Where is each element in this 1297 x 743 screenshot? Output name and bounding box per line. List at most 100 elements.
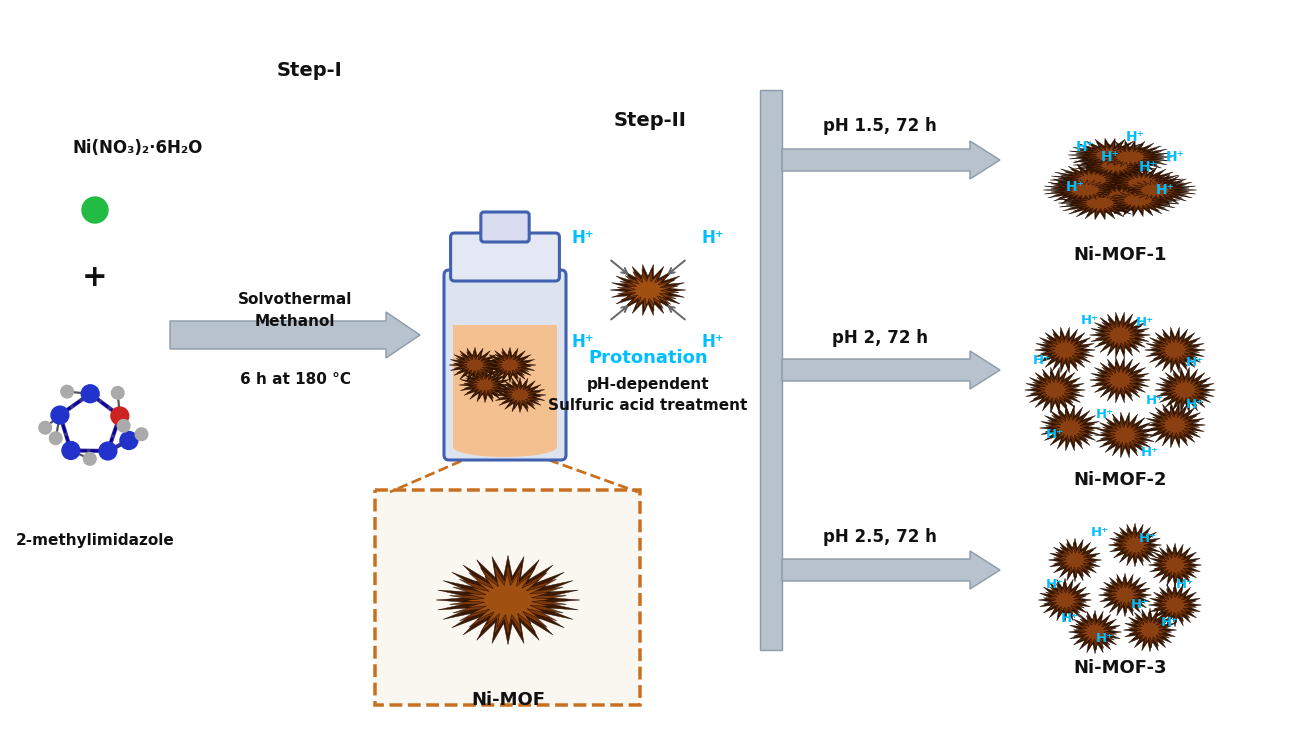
Polygon shape bbox=[499, 380, 541, 409]
Polygon shape bbox=[1112, 189, 1163, 210]
Polygon shape bbox=[1089, 312, 1150, 358]
Text: H⁺: H⁺ bbox=[1147, 394, 1165, 406]
Text: H⁺: H⁺ bbox=[1136, 316, 1154, 328]
Polygon shape bbox=[1156, 411, 1193, 439]
Polygon shape bbox=[1030, 372, 1079, 409]
Polygon shape bbox=[1099, 573, 1152, 617]
Text: H⁺: H⁺ bbox=[1080, 314, 1099, 326]
Polygon shape bbox=[1104, 577, 1147, 613]
Text: H⁺: H⁺ bbox=[1139, 531, 1157, 545]
Text: pH 2.5, 72 h: pH 2.5, 72 h bbox=[824, 528, 936, 546]
Polygon shape bbox=[1101, 366, 1139, 395]
Text: H⁺: H⁺ bbox=[1141, 446, 1160, 458]
Polygon shape bbox=[782, 351, 1000, 389]
Polygon shape bbox=[1080, 152, 1149, 178]
Polygon shape bbox=[454, 351, 497, 380]
Polygon shape bbox=[625, 274, 672, 306]
Polygon shape bbox=[1069, 610, 1122, 654]
Polygon shape bbox=[1100, 166, 1184, 200]
Text: H⁺: H⁺ bbox=[1126, 130, 1144, 144]
Text: Ni(NO₃)₂·6H₂O: Ni(NO₃)₂·6H₂O bbox=[73, 139, 202, 157]
Polygon shape bbox=[1108, 169, 1176, 197]
Text: +: + bbox=[82, 264, 108, 293]
Text: 6 h at 180 °C: 6 h at 180 °C bbox=[240, 372, 350, 388]
Polygon shape bbox=[1048, 538, 1101, 582]
Polygon shape bbox=[1067, 138, 1152, 172]
Text: H⁺: H⁺ bbox=[1066, 180, 1084, 194]
Text: H⁺: H⁺ bbox=[1185, 398, 1204, 412]
Polygon shape bbox=[1104, 186, 1172, 214]
Text: Ni-MOF-2: Ni-MOF-2 bbox=[1073, 471, 1167, 489]
Polygon shape bbox=[1078, 181, 1162, 214]
Text: H⁺: H⁺ bbox=[1166, 150, 1184, 164]
Polygon shape bbox=[1121, 176, 1189, 204]
Polygon shape bbox=[1154, 367, 1215, 413]
Circle shape bbox=[62, 441, 80, 459]
Polygon shape bbox=[484, 347, 536, 383]
Polygon shape bbox=[1158, 551, 1192, 578]
Polygon shape bbox=[1158, 591, 1192, 618]
Polygon shape bbox=[1045, 409, 1095, 447]
Polygon shape bbox=[1153, 547, 1197, 583]
Text: 2-methylimidazole: 2-methylimidazole bbox=[16, 533, 174, 548]
Circle shape bbox=[121, 432, 137, 450]
Polygon shape bbox=[1074, 614, 1117, 650]
Polygon shape bbox=[782, 551, 1000, 589]
Text: H⁺: H⁺ bbox=[1091, 525, 1109, 539]
Polygon shape bbox=[459, 367, 511, 403]
Polygon shape bbox=[1166, 376, 1204, 404]
Polygon shape bbox=[610, 265, 686, 316]
Polygon shape bbox=[1040, 331, 1089, 369]
Polygon shape bbox=[494, 377, 546, 412]
Text: H⁺: H⁺ bbox=[1061, 611, 1079, 625]
Polygon shape bbox=[1100, 416, 1149, 454]
Circle shape bbox=[99, 442, 117, 460]
Polygon shape bbox=[1043, 173, 1127, 207]
Polygon shape bbox=[1113, 527, 1157, 563]
Text: Sulfuric acid treatment: Sulfuric acid treatment bbox=[549, 398, 747, 414]
Circle shape bbox=[49, 432, 62, 444]
Polygon shape bbox=[1051, 163, 1134, 197]
Polygon shape bbox=[1073, 149, 1157, 182]
Polygon shape bbox=[1161, 372, 1210, 409]
Circle shape bbox=[117, 420, 130, 432]
Polygon shape bbox=[1088, 140, 1172, 174]
Polygon shape bbox=[782, 141, 1000, 179]
Polygon shape bbox=[1040, 405, 1100, 451]
Bar bbox=[453, 325, 556, 447]
Polygon shape bbox=[1058, 547, 1091, 574]
Polygon shape bbox=[1093, 186, 1147, 207]
Text: H⁺: H⁺ bbox=[1075, 140, 1095, 154]
Circle shape bbox=[61, 386, 74, 398]
Text: Step-I: Step-I bbox=[278, 60, 342, 80]
Text: H⁺: H⁺ bbox=[1101, 150, 1119, 164]
Text: Ni-MOF: Ni-MOF bbox=[471, 691, 545, 709]
Polygon shape bbox=[1150, 331, 1200, 369]
Text: H⁺: H⁺ bbox=[1045, 429, 1064, 441]
Polygon shape bbox=[1095, 412, 1156, 458]
Bar bbox=[760, 90, 782, 650]
Polygon shape bbox=[1066, 189, 1134, 217]
Text: H⁺: H⁺ bbox=[702, 333, 724, 351]
Polygon shape bbox=[459, 354, 492, 376]
Polygon shape bbox=[1119, 532, 1152, 559]
Polygon shape bbox=[1058, 166, 1126, 194]
Text: H⁺: H⁺ bbox=[572, 229, 594, 247]
Text: Ni-MOF-1: Ni-MOF-1 bbox=[1073, 246, 1167, 264]
Circle shape bbox=[112, 407, 128, 425]
Polygon shape bbox=[1039, 578, 1092, 622]
Text: Step-II: Step-II bbox=[613, 111, 686, 129]
Polygon shape bbox=[1051, 176, 1119, 204]
Polygon shape bbox=[1148, 583, 1201, 627]
Polygon shape bbox=[1035, 327, 1096, 373]
Circle shape bbox=[51, 406, 69, 424]
Polygon shape bbox=[449, 347, 501, 383]
Polygon shape bbox=[1128, 612, 1171, 648]
Text: Solvothermal: Solvothermal bbox=[237, 293, 353, 308]
Ellipse shape bbox=[453, 437, 556, 457]
Polygon shape bbox=[1089, 155, 1141, 175]
Text: H⁺: H⁺ bbox=[1045, 579, 1064, 591]
Polygon shape bbox=[1115, 172, 1169, 193]
Text: H⁺: H⁺ bbox=[1131, 599, 1149, 611]
FancyBboxPatch shape bbox=[481, 212, 529, 242]
